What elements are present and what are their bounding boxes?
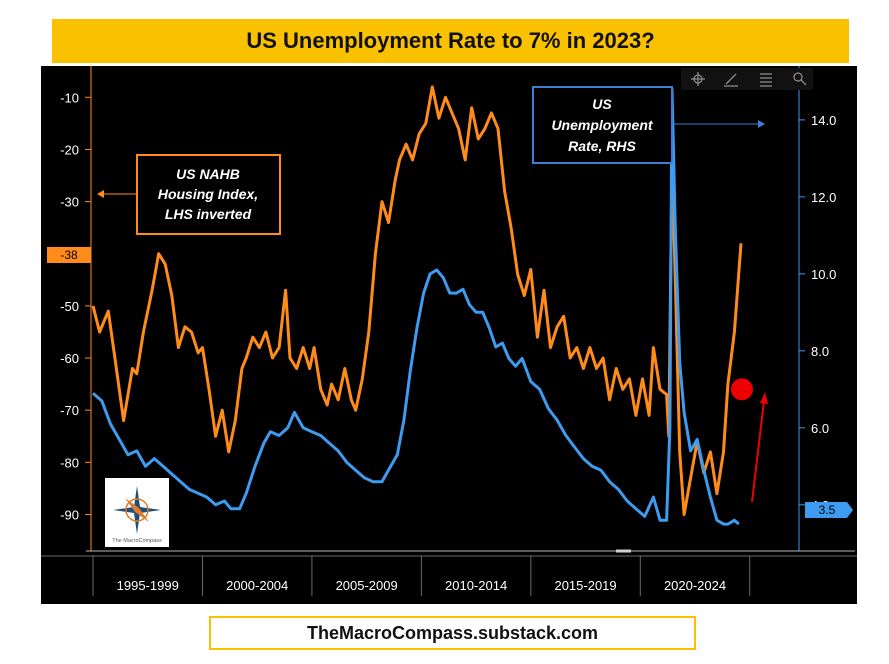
- list-icon[interactable]: [760, 73, 772, 87]
- left-tick-label: -10: [60, 90, 79, 105]
- x-axis-labels: 1995-1999 2000-2004 2005-2009 2010-2014 2015…: [117, 578, 726, 593]
- unemployment-annotation-line-3: Rate, RHS: [568, 138, 636, 154]
- crosshair-icon[interactable]: [691, 72, 705, 86]
- footer-link[interactable]: TheMacroCompass.substack.com: [209, 616, 696, 650]
- unemployment-annotation: US Unemployment Rate, RHS: [532, 86, 765, 164]
- housing-annotation-line-1: US NAHB: [176, 166, 240, 182]
- line-chart: -10-20-30-40-50-60-70-80-90 14.012.010.0…: [41, 66, 857, 596]
- left-tick-label: -80: [60, 455, 79, 470]
- macrocompass-logo: The MacroCompass: [105, 478, 169, 547]
- right-tick-label: 6.0: [811, 421, 829, 436]
- zoom-icon[interactable]: [793, 72, 807, 86]
- left-tick-label: -50: [60, 299, 79, 314]
- left-tick-label: -20: [60, 142, 79, 157]
- projection-arrow: [751, 392, 768, 503]
- pen-icon[interactable]: [724, 73, 738, 87]
- housing-annotation: US NAHB Housing Index, LHS inverted: [97, 154, 281, 235]
- x-tick-label: 2015-2019: [554, 578, 616, 593]
- housing-annotation-line-3: LHS inverted: [165, 206, 252, 222]
- left-axis: -10-20-30-40-50-60-70-80-90: [60, 90, 91, 522]
- housing-annotation-line-2: Housing Index,: [158, 186, 258, 202]
- x-tick-label: 2010-2014: [445, 578, 507, 593]
- x-tick-label: 2020-2024: [664, 578, 726, 593]
- x-tick-label: 2000-2004: [226, 578, 288, 593]
- x-tick-label: 1995-1999: [117, 578, 179, 593]
- unemployment-last-value-tag: 3.5: [805, 502, 853, 518]
- housing-last-value-tag: -38: [47, 247, 91, 263]
- left-tick-label: -90: [60, 507, 79, 522]
- left-tick-label: -60: [60, 351, 79, 366]
- unemployment-annotation-line-1: US: [592, 96, 612, 112]
- unemployment-rate-line: [92, 87, 740, 526]
- chart-title: US Unemployment Rate to 7% in 2023?: [52, 19, 849, 63]
- unemployment-last-value: 3.5: [819, 503, 836, 517]
- x-axis-separators: [92, 556, 751, 596]
- unemployment-annotation-line-2: Unemployment: [551, 117, 653, 133]
- chart-panel: -10-20-30-40-50-60-70-80-90 14.012.010.0…: [41, 66, 857, 604]
- right-tick-label: 8.0: [811, 344, 829, 359]
- right-axis: 14.012.010.08.06.04.0: [799, 113, 836, 513]
- left-tick-label: -70: [60, 403, 79, 418]
- right-tick-label: 14.0: [811, 113, 836, 128]
- chart-toolbar: [681, 68, 813, 90]
- left-tick-label: -30: [60, 195, 79, 210]
- projection-point: [730, 378, 753, 401]
- housing-last-value: -38: [60, 248, 78, 262]
- housing-index-line: [91, 85, 743, 516]
- right-tick-label: 10.0: [811, 267, 836, 282]
- logo-text: The MacroCompass: [112, 538, 162, 544]
- right-tick-label: 12.0: [811, 190, 836, 205]
- x-tick-label: 2005-2009: [336, 578, 398, 593]
